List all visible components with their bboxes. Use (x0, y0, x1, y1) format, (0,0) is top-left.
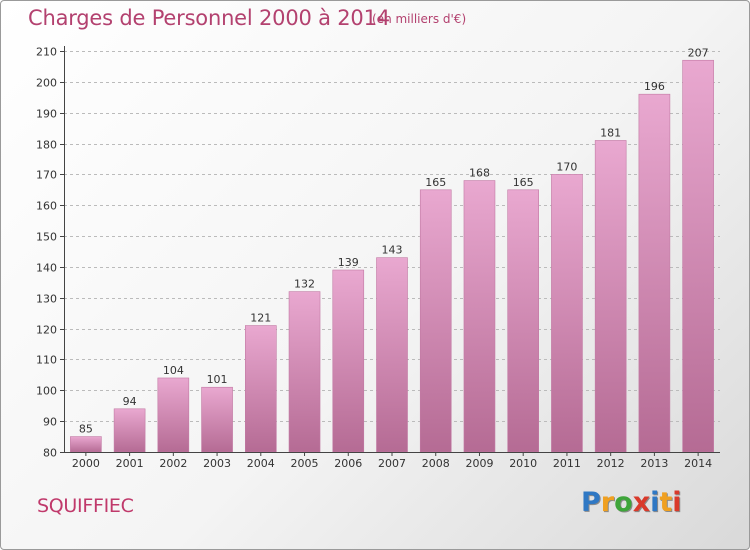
bar-2002[interactable] (157, 377, 190, 453)
data-label-2010: 165 (513, 176, 534, 189)
x-tick-label-2000: 2000 (72, 457, 100, 470)
y-tick-label: 120 (36, 324, 57, 337)
bar-2011[interactable] (551, 174, 583, 453)
data-label-2011: 170 (556, 160, 577, 173)
bar-2001[interactable] (113, 408, 146, 453)
data-label-2013: 196 (644, 80, 665, 93)
y-tick-label: 170 (36, 169, 57, 182)
logo-letter: x (632, 487, 651, 518)
data-label-2002: 104 (163, 364, 184, 377)
y-tick-label: 210 (36, 46, 57, 59)
logo-letter: r (600, 487, 615, 518)
y-tick-label: 110 (36, 354, 57, 367)
logo-letter: P (581, 487, 601, 518)
bar-2009[interactable] (463, 180, 496, 453)
x-tick-label-2002: 2002 (159, 457, 187, 470)
chart-subtitle: (en milliers d'€) (372, 12, 467, 26)
x-tick-label-2014: 2014 (684, 457, 712, 470)
label-layer: 85 94 104 101 121 132 139 143 165 168 165 170 181 196… (79, 46, 709, 435)
bar-layer (70, 59, 714, 453)
data-label-2009: 168 (469, 167, 490, 180)
x-tick-label-2005: 2005 (291, 457, 319, 470)
data-label-2012: 181 (600, 126, 621, 139)
data-label-2003: 101 (207, 373, 228, 386)
y-tick-label: 130 (36, 293, 57, 306)
x-tick-label-2006: 2006 (334, 457, 362, 470)
y-tick-label: 190 (36, 108, 57, 121)
x-tick-label-2003: 2003 (203, 457, 231, 470)
bar-2007[interactable] (376, 257, 408, 453)
bar-2013[interactable] (638, 93, 671, 453)
y-tick-label: 140 (36, 262, 57, 275)
bar-2014[interactable] (682, 59, 714, 453)
x-tick-label-2012: 2012 (597, 457, 625, 470)
y-tick-label: 150 (36, 231, 57, 244)
x-tick-label-2007: 2007 (378, 457, 406, 470)
bar-2010[interactable] (507, 189, 540, 453)
data-label-2007: 143 (382, 244, 403, 257)
bar-2008[interactable] (419, 189, 452, 453)
bar-2000[interactable] (70, 436, 102, 453)
data-label-2004: 121 (250, 312, 271, 325)
logo-letter: o (614, 487, 633, 518)
x-tick-label-2001: 2001 (116, 457, 144, 470)
data-label-2001: 94 (123, 395, 137, 408)
x-tick-label-2011: 2011 (553, 457, 581, 470)
x-tick-label-2009: 2009 (465, 457, 493, 470)
y-tick-label: 80 (43, 447, 57, 460)
bar-2004[interactable] (245, 325, 277, 453)
commune-name: SQUIFFIEC (37, 495, 134, 517)
y-tick-label: 180 (36, 139, 57, 152)
data-label-2005: 132 (294, 278, 315, 291)
axis-layer: 8090100110120130140150160170180190200210… (36, 46, 720, 470)
bar-2005[interactable] (288, 291, 321, 453)
data-label-2014: 207 (688, 46, 709, 59)
x-tick-label-2010: 2010 (509, 457, 537, 470)
y-tick-label: 100 (36, 385, 57, 398)
data-label-2000: 85 (79, 423, 93, 436)
y-tick-label: 90 (43, 416, 57, 429)
x-tick-label-2013: 2013 (640, 457, 668, 470)
logo-letter: i (650, 487, 660, 518)
bar-2012[interactable] (594, 140, 627, 453)
bar-2006[interactable] (332, 269, 365, 453)
data-label-2008: 165 (425, 176, 446, 189)
logo-letter: t (659, 487, 673, 518)
x-tick-label-2004: 2004 (247, 457, 275, 470)
y-tick-label: 200 (36, 77, 57, 90)
chart-title: Charges de Personnel 2000 à 2014 (28, 6, 390, 30)
data-label-2006: 139 (338, 256, 359, 269)
proxiti-logo[interactable]: Proxiti (581, 487, 682, 518)
logo-letter: i (672, 487, 682, 518)
y-tick-label: 160 (36, 200, 57, 213)
bar-2003[interactable] (201, 386, 233, 453)
x-tick-label-2008: 2008 (422, 457, 450, 470)
